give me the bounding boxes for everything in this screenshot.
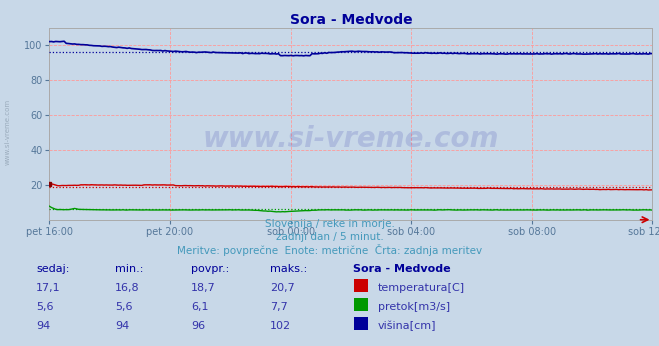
Text: 16,8: 16,8 <box>115 283 140 293</box>
Text: www.si-vreme.com: www.si-vreme.com <box>203 125 499 153</box>
Text: sedaj:: sedaj: <box>36 264 70 274</box>
Text: 7,7: 7,7 <box>270 302 288 312</box>
Text: 94: 94 <box>36 321 51 331</box>
Text: min.:: min.: <box>115 264 144 274</box>
Text: 94: 94 <box>115 321 130 331</box>
Text: 96: 96 <box>191 321 205 331</box>
Text: temperatura[C]: temperatura[C] <box>378 283 465 293</box>
Text: 5,6: 5,6 <box>36 302 54 312</box>
Text: 17,1: 17,1 <box>36 283 61 293</box>
Text: www.si-vreme.com: www.si-vreme.com <box>5 98 11 165</box>
Text: pretok[m3/s]: pretok[m3/s] <box>378 302 449 312</box>
Text: 5,6: 5,6 <box>115 302 133 312</box>
Text: Sora - Medvode: Sora - Medvode <box>353 264 450 274</box>
Text: višina[cm]: višina[cm] <box>378 320 436 331</box>
Text: maks.:: maks.: <box>270 264 308 274</box>
Text: Slovenija / reke in morje.: Slovenija / reke in morje. <box>264 219 395 229</box>
Text: povpr.:: povpr.: <box>191 264 229 274</box>
Text: 102: 102 <box>270 321 291 331</box>
Text: Meritve: povprečne  Enote: metrične  Črta: zadnja meritev: Meritve: povprečne Enote: metrične Črta:… <box>177 244 482 256</box>
Text: zadnji dan / 5 minut.: zadnji dan / 5 minut. <box>275 233 384 243</box>
Title: Sora - Medvode: Sora - Medvode <box>289 12 413 27</box>
Text: 18,7: 18,7 <box>191 283 216 293</box>
Text: 20,7: 20,7 <box>270 283 295 293</box>
Text: 6,1: 6,1 <box>191 302 209 312</box>
